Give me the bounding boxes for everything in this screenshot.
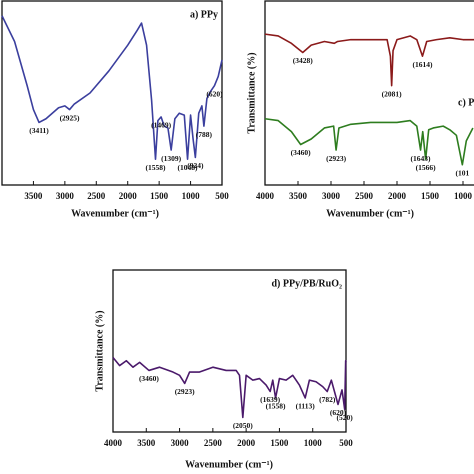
x-tick-label: 3000	[56, 191, 75, 201]
x-tick-label: 2500	[87, 191, 106, 201]
plot-frame	[112, 269, 347, 433]
peak-label: (924)	[187, 161, 204, 170]
x-tick-label: 2500	[204, 438, 223, 448]
x-tick-label: 4000	[256, 191, 275, 201]
peak-label: (101	[455, 168, 469, 177]
x-axis-label: Wavenumber (cm⁻¹)	[185, 459, 273, 470]
x-tick-label: 3500	[289, 191, 308, 201]
x-tick-label: 500	[339, 438, 353, 448]
plot-frame	[1, 0, 223, 186]
x-tick-label: 3000	[322, 191, 341, 201]
peak-label: (3460)	[291, 148, 311, 157]
spectrum-line	[1, 15, 223, 161]
x-tick-label: 4000	[104, 438, 123, 448]
peak-label: (788)	[196, 130, 213, 139]
panel: 3500 3000 2500 2000 1500 1000 500 Wavenumber (c…	[1, 0, 229, 219]
peak-label: (3460)	[139, 374, 159, 383]
peak-label: (2925)	[60, 113, 80, 122]
peak-label: (1113)	[296, 402, 316, 411]
x-tick-label: 1500	[150, 191, 169, 201]
x-tick-label: 1000	[182, 191, 201, 201]
spectrum-line	[112, 356, 347, 419]
panel-title: d) PPy/PB/RuO₂	[271, 278, 342, 289]
peak-label: (3411)	[29, 126, 49, 135]
x-tick-label: 1000	[454, 191, 473, 201]
peak-label: (1558)	[145, 163, 165, 172]
panel-title: c) P	[458, 97, 474, 108]
peak-label: (1558)	[266, 402, 286, 411]
x-tick-label: 3500	[24, 191, 43, 201]
x-axis-label: Wavenumber (cm⁻¹)	[71, 208, 159, 219]
panel-title: a) PPy	[190, 9, 218, 20]
peak-label: (1309)	[161, 154, 181, 163]
x-axis-label: Wavenumber (cm⁻¹)	[326, 208, 414, 219]
peak-label: (520)	[337, 413, 354, 422]
panel: 4000 3500 3000 2500 2000 1500 1000 Wavenumber (…	[246, 0, 474, 219]
x-tick-label: 2500	[355, 191, 374, 201]
peak-label: (1048)	[178, 163, 198, 172]
x-tick-label: 2000	[119, 191, 138, 201]
peak-label: (2050)	[233, 421, 253, 430]
spectrum-line	[264, 117, 474, 166]
x-tick-label: 1500	[270, 438, 289, 448]
panel: 4000 3500 3000 2500 2000 1500 1000 500 Wavenumbe…	[94, 269, 354, 470]
spectrum-line	[264, 33, 474, 87]
peak-label: (620)	[206, 89, 223, 98]
peak-label: (1639)	[260, 395, 280, 404]
x-tick-label: 3500	[137, 438, 156, 448]
peak-label: (782)	[319, 395, 336, 404]
x-tick-label: 1500	[421, 191, 440, 201]
peak-label: (1643)	[411, 154, 431, 163]
peak-label: (2081)	[382, 89, 402, 98]
x-tick-label: 2000	[237, 438, 256, 448]
x-tick-label: 3000	[171, 438, 190, 448]
y-axis-label: Transmittance (%)	[94, 310, 105, 391]
plot-frame	[264, 0, 474, 186]
peak-label: (2923)	[175, 387, 195, 396]
peak-label: (620)	[330, 408, 347, 417]
peak-label: (1614)	[412, 60, 432, 69]
x-tick-label: 2000	[388, 191, 407, 201]
x-tick-label: 1000	[304, 438, 323, 448]
x-tick-label: 500	[215, 191, 229, 201]
peak-label: (1566)	[416, 163, 436, 172]
peak-label: (1469)	[151, 121, 171, 130]
y-axis-label: Transmittance (%)	[246, 52, 257, 133]
peak-label: (2923)	[326, 154, 346, 163]
peak-label: (3428)	[293, 56, 313, 65]
